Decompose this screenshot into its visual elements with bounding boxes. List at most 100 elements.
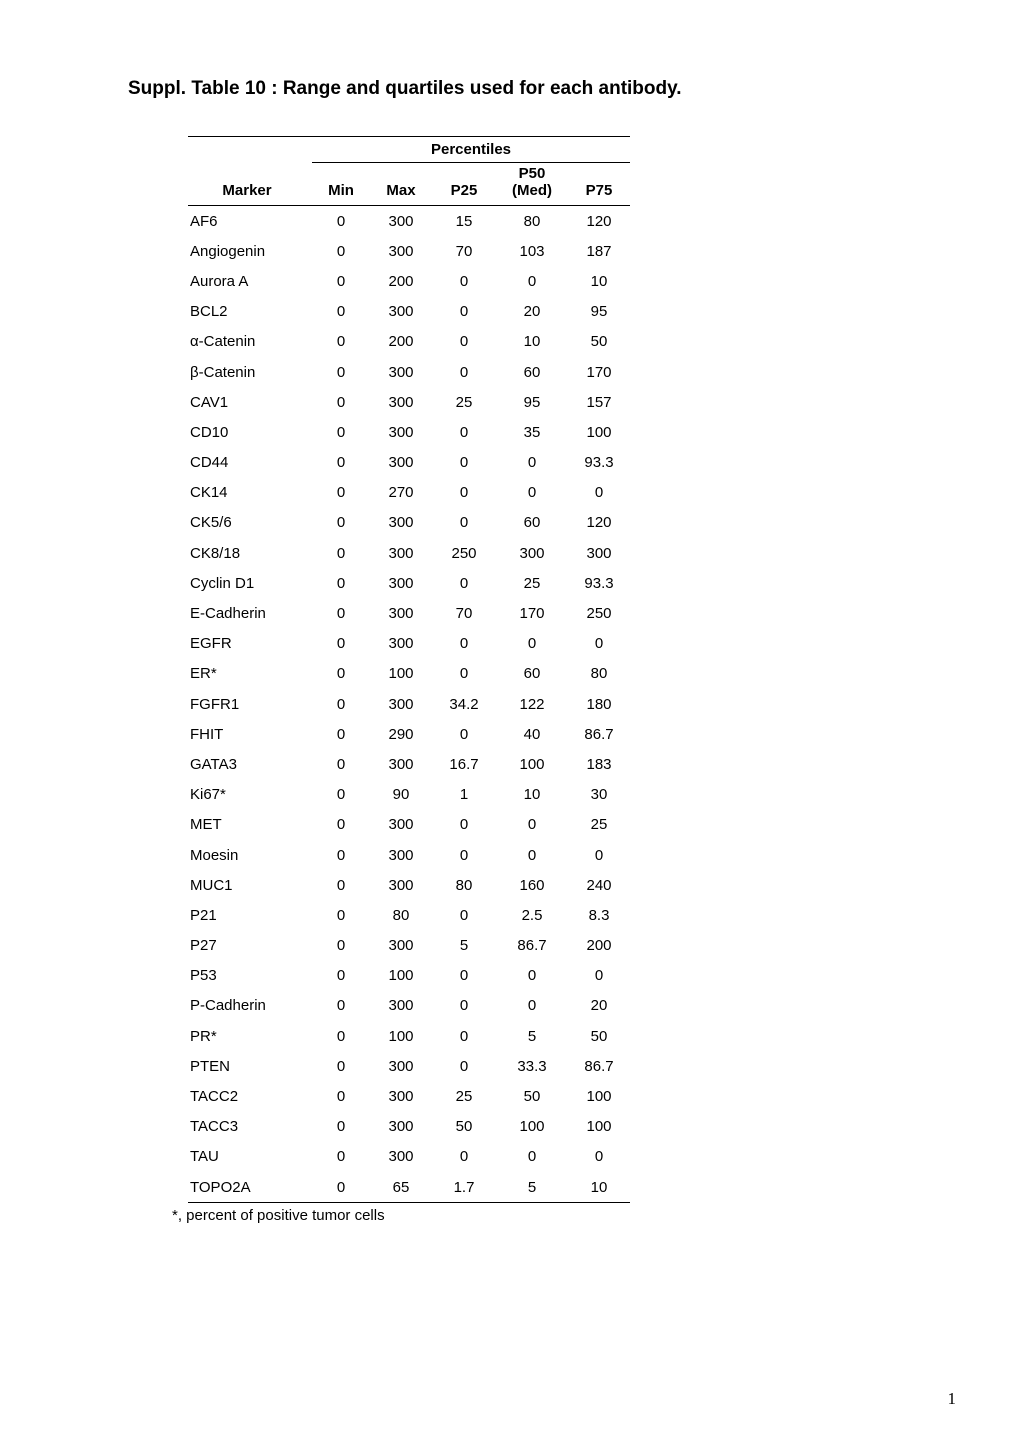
cell-p25: 0 [432, 417, 496, 447]
cell-min: 0 [312, 659, 370, 689]
cell-min: 0 [312, 870, 370, 900]
cell-max: 100 [370, 961, 432, 991]
table-row: Angiogenin030070103187 [188, 236, 630, 266]
cell-max: 100 [370, 1021, 432, 1051]
cell-p50: 0 [496, 1142, 568, 1172]
cell-p25: 0 [432, 508, 496, 538]
cell-p75: 20 [568, 991, 630, 1021]
cell-marker: GATA3 [188, 749, 312, 779]
cell-p75: 180 [568, 689, 630, 719]
cell-p50: 40 [496, 719, 568, 749]
cell-marker: BCL2 [188, 297, 312, 327]
cell-p75: 120 [568, 206, 630, 237]
table-row: P2108002.58.3 [188, 900, 630, 930]
cell-max: 300 [370, 689, 432, 719]
cell-p50: 5 [496, 1021, 568, 1051]
cell-max: 300 [370, 991, 432, 1021]
cell-marker: P21 [188, 900, 312, 930]
cell-min: 0 [312, 598, 370, 628]
cell-marker: PTEN [188, 1051, 312, 1081]
cell-p25: 0 [432, 568, 496, 598]
cell-p75: 86.7 [568, 719, 630, 749]
cell-p75: 0 [568, 478, 630, 508]
cell-min: 0 [312, 840, 370, 870]
cell-marker: CD44 [188, 448, 312, 478]
cell-max: 290 [370, 719, 432, 749]
col-spacer [188, 137, 312, 163]
cell-p75: 100 [568, 1081, 630, 1111]
cell-marker: P-Cadherin [188, 991, 312, 1021]
cell-p25: 50 [432, 1112, 496, 1142]
cell-max: 300 [370, 1051, 432, 1081]
cell-p25: 0 [432, 297, 496, 327]
cell-p75: 170 [568, 357, 630, 387]
cell-p75: 0 [568, 961, 630, 991]
table-row: Ki67*09011030 [188, 780, 630, 810]
page-number: 1 [948, 1389, 957, 1409]
col-p75: P75 [568, 163, 630, 206]
table-row: EGFR0300000 [188, 629, 630, 659]
table-row: CK8/180300250300300 [188, 538, 630, 568]
cell-p25: 0 [432, 1142, 496, 1172]
cell-min: 0 [312, 297, 370, 327]
cell-p50: 33.3 [496, 1051, 568, 1081]
cell-marker: PR* [188, 1021, 312, 1051]
quartiles-table: Percentiles Marker Min Max P25 P50 (Med)… [188, 136, 630, 1203]
cell-p75: 100 [568, 417, 630, 447]
cell-marker: FHIT [188, 719, 312, 749]
table-row: CAV103002595157 [188, 387, 630, 417]
cell-p75: 100 [568, 1112, 630, 1142]
cell-max: 300 [370, 568, 432, 598]
cell-marker: TACC2 [188, 1081, 312, 1111]
cell-max: 300 [370, 297, 432, 327]
cell-max: 300 [370, 1081, 432, 1111]
cell-min: 0 [312, 448, 370, 478]
cell-min: 0 [312, 961, 370, 991]
cell-p50: 60 [496, 508, 568, 538]
cell-p50: 5 [496, 1172, 568, 1203]
cell-max: 80 [370, 900, 432, 930]
cell-p75: 30 [568, 780, 630, 810]
cell-marker: CD10 [188, 417, 312, 447]
cell-max: 300 [370, 931, 432, 961]
table-row: α-Catenin020001050 [188, 327, 630, 357]
page-title: Suppl. Table 10 : Range and quartiles us… [128, 78, 892, 100]
cell-p25: 250 [432, 538, 496, 568]
cell-marker: MET [188, 810, 312, 840]
cell-p50: 60 [496, 357, 568, 387]
col-p50-line2: (Med) [512, 182, 552, 199]
cell-p25: 16.7 [432, 749, 496, 779]
cell-max: 100 [370, 659, 432, 689]
table-row: GATA3030016.7100183 [188, 749, 630, 779]
cell-marker: TACC3 [188, 1112, 312, 1142]
cell-p75: 50 [568, 1021, 630, 1051]
cell-p75: 0 [568, 1142, 630, 1172]
cell-marker: Cyclin D1 [188, 568, 312, 598]
cell-p50: 100 [496, 749, 568, 779]
cell-min: 0 [312, 236, 370, 266]
cell-p25: 0 [432, 991, 496, 1021]
cell-p50: 0 [496, 840, 568, 870]
cell-p25: 5 [432, 931, 496, 961]
cell-p25: 15 [432, 206, 496, 237]
cell-max: 300 [370, 598, 432, 628]
cell-marker: CK8/18 [188, 538, 312, 568]
table-row: P-Cadherin03000020 [188, 991, 630, 1021]
cell-p25: 0 [432, 840, 496, 870]
table-row: CK5/60300060120 [188, 508, 630, 538]
table-row: β-Catenin0300060170 [188, 357, 630, 387]
cell-marker: α-Catenin [188, 327, 312, 357]
cell-max: 65 [370, 1172, 432, 1203]
cell-p75: 80 [568, 659, 630, 689]
cell-p25: 0 [432, 448, 496, 478]
cell-p75: 250 [568, 598, 630, 628]
cell-min: 0 [312, 810, 370, 840]
cell-marker: CK14 [188, 478, 312, 508]
col-p50-line1: P50 [519, 165, 546, 182]
cell-min: 0 [312, 266, 370, 296]
footnote: *, percent of positive tumor cells [172, 1207, 892, 1224]
cell-max: 300 [370, 448, 432, 478]
cell-max: 300 [370, 1142, 432, 1172]
cell-p50: 86.7 [496, 931, 568, 961]
cell-p75: 8.3 [568, 900, 630, 930]
